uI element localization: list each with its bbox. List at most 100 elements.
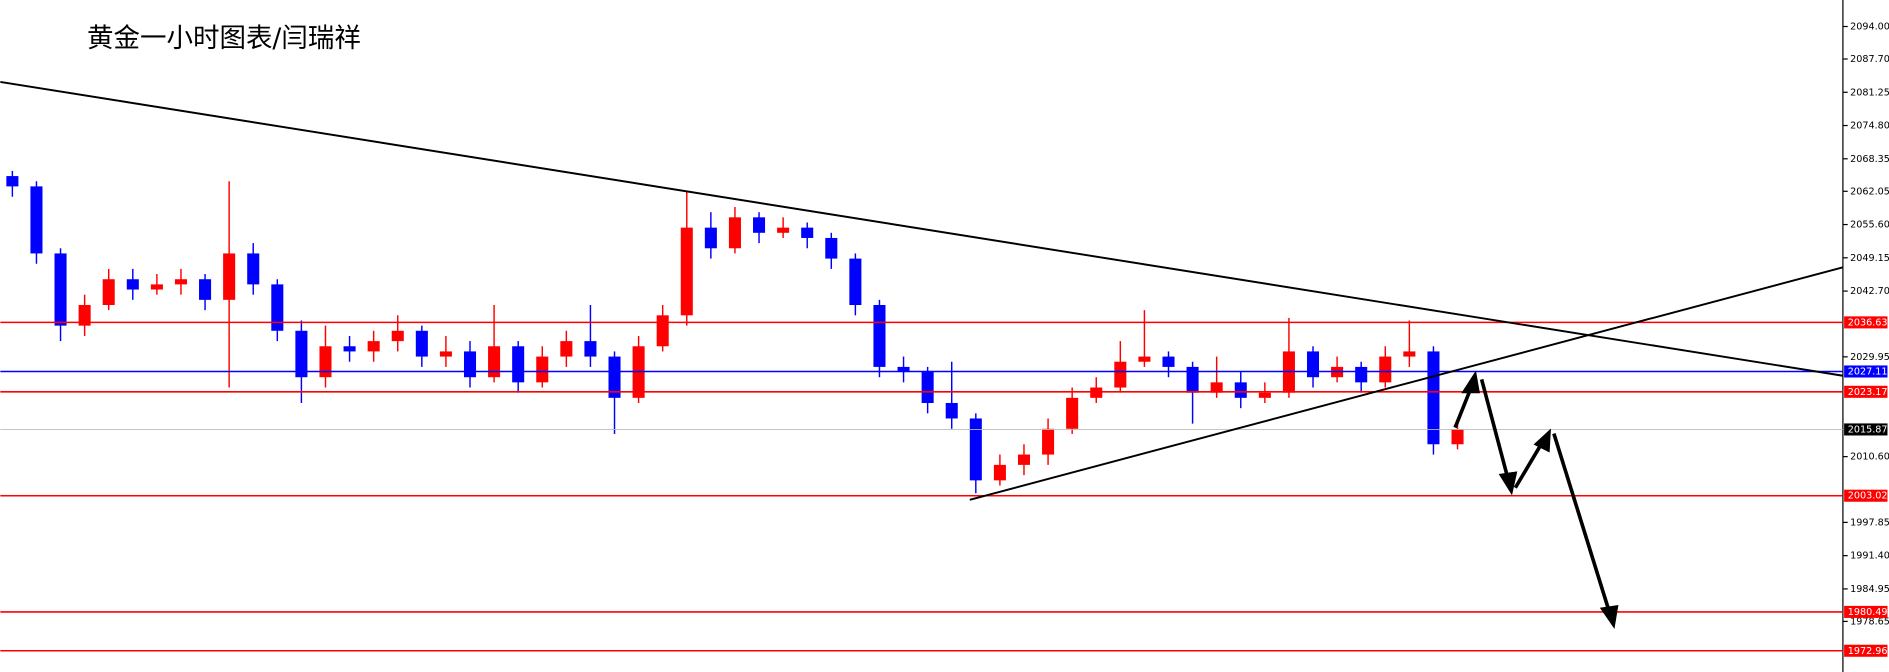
candle-body <box>271 284 284 331</box>
candle-body <box>1258 392 1271 398</box>
candle-body <box>1186 366 1199 393</box>
arrow-head <box>1461 370 1480 394</box>
trendline <box>0 80 1844 377</box>
candle-body <box>1138 356 1151 362</box>
y-tick-label: 2042.70 <box>1850 286 1889 297</box>
price-label-box <box>1844 316 1888 329</box>
candle-body <box>728 217 741 249</box>
candle-body <box>1234 382 1247 398</box>
y-tick-label: 1991.40 <box>1850 551 1889 562</box>
candle-body <box>608 356 621 398</box>
candle-body <box>777 227 790 233</box>
candle-body <box>463 351 477 378</box>
y-tick-label: 2087.70 <box>1850 54 1889 65</box>
candle-body <box>536 356 549 383</box>
candle-body <box>439 351 452 357</box>
candle-body <box>1379 356 1392 383</box>
candle-body <box>1427 351 1440 445</box>
y-tick-label: 2062.05 <box>1850 186 1889 197</box>
arrow <box>1479 378 1510 480</box>
candle-body <box>897 366 910 373</box>
y-tick-label: 1997.85 <box>1850 517 1889 528</box>
candle-body <box>199 279 212 300</box>
candle-body <box>6 176 19 187</box>
candle-body <box>174 279 187 285</box>
price-label-box <box>1844 644 1888 657</box>
candle-body <box>849 258 862 306</box>
y-tick-label: 2029.95 <box>1850 352 1889 363</box>
candle-body <box>415 330 428 357</box>
price-label-box <box>1844 365 1888 378</box>
candle-body <box>993 464 1006 481</box>
price-label: 2027.11 <box>1848 366 1888 377</box>
candle-body <box>945 402 958 419</box>
y-tick-label: 2094.00 <box>1850 22 1889 33</box>
candle-body <box>343 346 356 352</box>
arrow-head <box>1498 471 1518 496</box>
candle-body <box>753 217 766 233</box>
y-tick-label: 2010.60 <box>1850 452 1889 463</box>
candle-body <box>1355 366 1368 383</box>
candle-body <box>801 227 814 238</box>
candle-body <box>54 253 67 326</box>
candle-body <box>921 372 934 403</box>
candle-body <box>1210 382 1223 393</box>
trendline <box>969 266 1844 501</box>
candle-body <box>969 418 982 481</box>
y-tick-label: 2074.80 <box>1850 121 1889 132</box>
candle-body <box>1066 397 1079 429</box>
candle-body <box>825 237 838 259</box>
y-tick-label: 2081.25 <box>1850 87 1889 98</box>
y-tick-label: 2068.35 <box>1850 154 1889 165</box>
candle-body <box>584 341 597 357</box>
candle-body <box>30 186 43 254</box>
y-tick-label: 1978.65 <box>1850 616 1889 627</box>
candle-body <box>1090 387 1103 398</box>
candle-body <box>873 305 886 367</box>
candle-body <box>319 346 332 378</box>
candle-body <box>1017 454 1031 465</box>
candle-body <box>1162 356 1175 367</box>
arrow <box>1552 433 1611 613</box>
chart-title: 黄金一小时图表/闫瑞祥 <box>87 23 361 54</box>
candle-body <box>704 227 717 249</box>
candle-body <box>488 346 501 378</box>
price-label: 1972.96 <box>1848 646 1888 657</box>
candle-body <box>1042 428 1055 455</box>
candle-body <box>1403 351 1416 357</box>
arrow-head <box>1533 428 1551 453</box>
candle-body <box>126 279 139 290</box>
price-label: 2023.17 <box>1848 387 1888 398</box>
price-label: 2036.63 <box>1848 317 1888 328</box>
candle-body <box>680 227 693 316</box>
candle-body <box>512 346 525 383</box>
candle-body <box>367 341 380 352</box>
price-label: 2003.02 <box>1848 491 1888 502</box>
candle-body <box>223 253 236 300</box>
price-label-box <box>1844 489 1888 502</box>
y-tick-label: 1984.95 <box>1850 584 1889 595</box>
candle-body <box>150 284 163 290</box>
candle-body <box>1114 361 1127 388</box>
candle-body <box>560 341 573 357</box>
arrow-head <box>1599 605 1619 630</box>
arrows <box>1453 370 1619 630</box>
candle-body <box>247 253 260 285</box>
candle-body <box>1306 351 1320 378</box>
candle-body <box>295 330 308 378</box>
trendlines <box>0 80 1844 501</box>
candle-body <box>656 315 669 347</box>
price-label-box <box>1844 423 1888 436</box>
candle-body <box>78 305 91 326</box>
price-label-box <box>1844 605 1888 618</box>
arrow <box>1513 442 1544 489</box>
candle-body <box>1451 429 1464 445</box>
candle-body <box>391 330 404 342</box>
y-tick-label: 2049.15 <box>1850 253 1889 264</box>
y-tick-label: 2055.60 <box>1850 220 1889 231</box>
price-label-box <box>1844 385 1888 398</box>
price-label: 2015.87 <box>1848 424 1888 435</box>
candle-body <box>102 279 115 306</box>
